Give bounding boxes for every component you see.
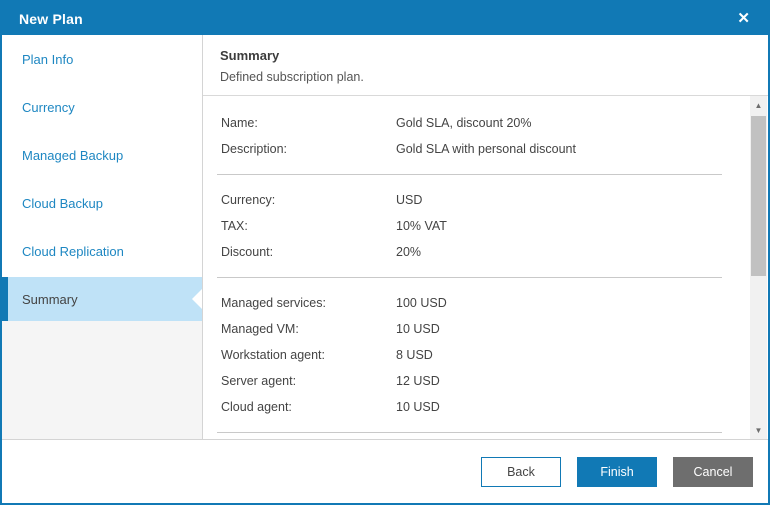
wizard-sidebar: Plan Info Currency Managed Backup Cloud Bac… [2, 35, 203, 439]
dialog-body: Plan Info Currency Managed Backup Cloud Bac… [2, 35, 768, 440]
summary-panel: Name: Gold SLA, discount 20% Description: G… [203, 96, 768, 439]
vertical-scrollbar[interactable]: ▲ ▼ [750, 96, 767, 439]
sidebar-item-cloud-backup[interactable]: Cloud Backup [2, 179, 202, 227]
page-subtitle: Defined subscription plan. [220, 70, 364, 84]
summary-row: Description: Gold SLA with personal disco… [217, 136, 722, 162]
row-value: 12 USD [396, 374, 440, 388]
row-value: 20% [396, 245, 422, 259]
row-label: Description: [221, 142, 287, 156]
sidebar-item-label: Summary [22, 291, 78, 307]
row-label: Currency: [221, 193, 276, 207]
row-label: Server agent: [221, 374, 297, 388]
row-value: 100 USD [396, 296, 447, 310]
sidebar-item-label: Currency [22, 99, 75, 115]
row-label: Managed services: [221, 296, 326, 310]
row-label: Cloud agent: [221, 400, 292, 414]
summary-row: Workstation agent: 8 USD [217, 342, 722, 368]
row-label: Workstation agent: [221, 348, 325, 362]
row-value: 10 USD [396, 322, 440, 336]
sidebar-item-label: Cloud Backup [22, 195, 103, 211]
row-value: 10% VAT [396, 219, 447, 233]
summary-row: Currency: USD [217, 187, 722, 213]
summary-section: Managed services: 100 USD Managed VM: 10 US… [217, 277, 722, 420]
scroll-up-icon[interactable]: ▲ [754, 100, 763, 110]
row-label: Managed VM: [221, 322, 299, 336]
content-area: Summary Defined subscription plan. Name:… [203, 35, 768, 439]
cancel-button[interactable]: Cancel [673, 456, 753, 487]
summary-row: Server agent: 12 USD [217, 368, 722, 394]
back-button[interactable]: Back [481, 456, 561, 487]
summary-row: Discount: 20% [217, 239, 722, 265]
sidebar-item-cloud-replication[interactable]: Cloud Replication [2, 227, 202, 275]
row-value: Gold SLA, discount 20% [396, 116, 532, 130]
row-value: USD [396, 193, 423, 207]
summary-row: TAX: 10% VAT [217, 213, 722, 239]
sidebar-item-plan-info[interactable]: Plan Info [2, 35, 202, 83]
summary-row: Cloud agent: 10 USD [217, 394, 722, 420]
page-title: Summary [220, 48, 280, 63]
scroll-down-icon[interactable]: ▼ [754, 425, 763, 435]
summary-section: Name: Gold SLA, discount 20% Description: G… [217, 110, 722, 162]
sidebar-item-label: Cloud Replication [22, 243, 124, 259]
window-title: New Plan [19, 10, 83, 27]
sidebar-item-summary[interactable]: Summary [2, 277, 202, 321]
sidebar-item-currency[interactable]: Currency [2, 83, 202, 131]
summary-row: Name: Gold SLA, discount 20% [217, 110, 722, 136]
row-label: TAX: [221, 219, 248, 233]
scrollbar-thumb[interactable] [751, 116, 766, 276]
summary-row: Managed services: 100 USD [217, 290, 722, 316]
close-icon[interactable]: ✕ [737, 10, 750, 27]
row-label: Discount: [221, 245, 274, 259]
content-header: Summary Defined subscription plan. [203, 35, 768, 96]
wizard-steps: Plan Info Currency Managed Backup Cloud Bac… [2, 35, 202, 321]
sidebar-item-label: Plan Info [22, 51, 74, 67]
row-value: 8 USD [396, 348, 433, 362]
row-value: Gold SLA with personal discount [396, 142, 576, 156]
titlebar: New Plan ✕ [2, 2, 768, 35]
row-label: Name: [221, 116, 258, 130]
sidebar-item-label: Managed Backup [22, 147, 124, 163]
sidebar-item-managed-backup[interactable]: Managed Backup [2, 131, 202, 179]
summary-section: Currency: USD TAX: 10% VAT Discount: 20% [217, 174, 722, 265]
footer: Back Finish Cancel [2, 440, 768, 503]
summary-sections: Name: Gold SLA, discount 20% Description: G… [217, 96, 722, 433]
row-value: 10 USD [396, 400, 440, 414]
finish-button[interactable]: Finish [577, 456, 657, 487]
summary-row: Managed VM: 10 USD [217, 316, 722, 342]
